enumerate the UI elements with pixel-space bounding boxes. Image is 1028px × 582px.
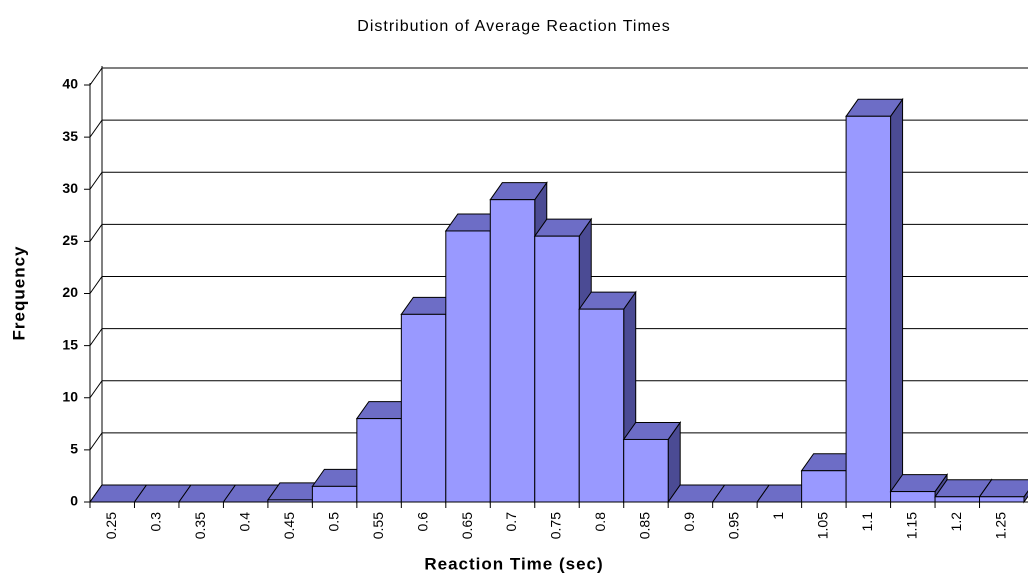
x-tick-label: 1.05	[815, 512, 831, 539]
grid-line	[89, 119, 1028, 138]
bar	[311, 485, 358, 503]
x-tick-label: 0.55	[370, 512, 386, 539]
x-tick-label: 0.75	[548, 512, 564, 539]
y-tick-label: 20	[62, 284, 78, 300]
bar	[578, 308, 625, 503]
x-tick-label: 0.45	[281, 512, 297, 539]
y-tick-label: 10	[62, 388, 78, 404]
left-wall	[89, 83, 103, 504]
grid-line	[89, 328, 1028, 346]
y-tick-label: 0	[70, 493, 78, 509]
bar	[400, 313, 447, 503]
bar	[845, 115, 892, 503]
grid-line	[89, 276, 1028, 294]
x-tick-label: 0.85	[637, 512, 653, 539]
bar	[979, 496, 1025, 503]
chart-title: Distribution of Average Reaction Times	[357, 18, 670, 35]
bar	[489, 199, 536, 503]
x-tick-label: 0.3	[147, 512, 163, 532]
y-tick-label: 15	[62, 336, 78, 352]
x-tick-label: 1.2	[948, 512, 964, 532]
grid-line	[89, 67, 1028, 86]
x-tick-label: 0.95	[726, 512, 742, 539]
x-tick-label: 0.25	[103, 512, 119, 539]
x-axis-title: Reaction Time (sec)	[424, 554, 603, 573]
bar	[534, 235, 580, 503]
x-tick-label: 0.65	[459, 512, 475, 539]
bar	[801, 470, 847, 503]
bar	[267, 499, 313, 503]
y-tick-label: 30	[62, 180, 78, 196]
x-tick-label: 0.5	[325, 512, 341, 532]
bar	[445, 230, 491, 503]
bar	[934, 496, 981, 503]
x-tick-label: 1.15	[904, 512, 920, 539]
y-tick-label: 40	[62, 76, 78, 92]
bar	[356, 418, 402, 503]
y-tick-label: 5	[70, 441, 78, 457]
x-tick-label: 0.8	[592, 512, 608, 532]
x-tick-label: 1.1	[859, 512, 875, 532]
grid-line	[89, 432, 1028, 451]
grid-line	[89, 380, 1028, 399]
grid-line	[89, 223, 1028, 242]
x-tick-label: 0.4	[236, 512, 252, 532]
bar-side	[890, 97, 904, 504]
y-tick-label: 25	[62, 232, 78, 248]
bar	[890, 491, 936, 503]
y-tick-label: 35	[62, 128, 78, 144]
x-tick-label: 0.9	[681, 512, 697, 532]
grid-line	[89, 171, 1028, 190]
x-tick-label: 0.6	[414, 512, 430, 532]
bar	[623, 438, 669, 503]
x-tick-label: 0.35	[192, 512, 208, 539]
x-tick-label: 0.7	[503, 512, 519, 532]
y-axis-title: Frequency	[9, 246, 28, 341]
x-tick-label: 1	[770, 512, 786, 520]
x-tick-label: 1.25	[992, 512, 1008, 539]
